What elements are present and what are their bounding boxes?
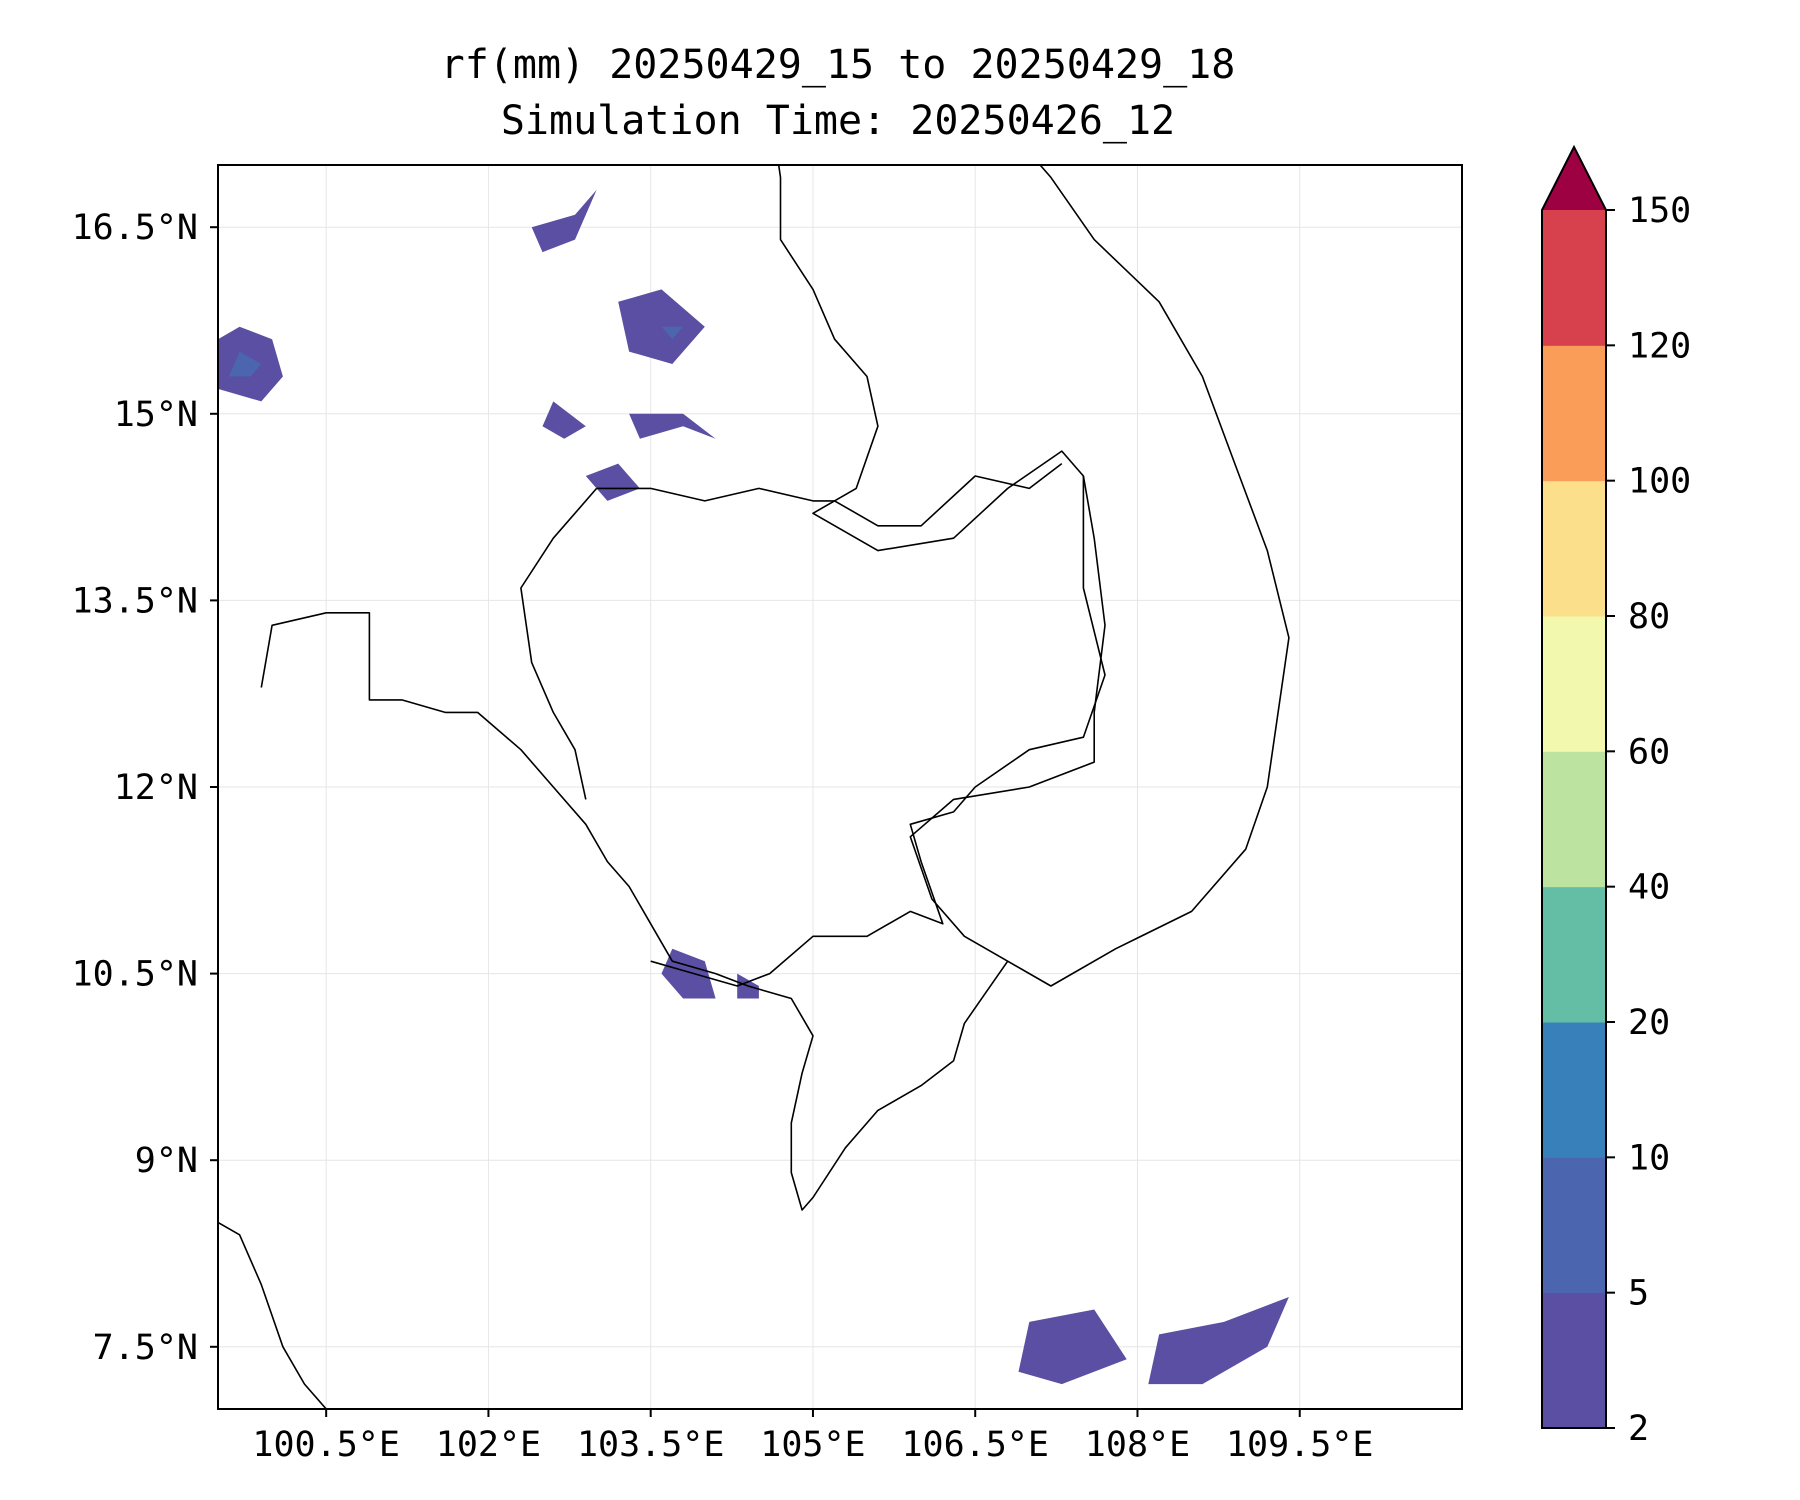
country-borders [520, 462, 1106, 987]
colorbar-label-8: 120 [1628, 326, 1691, 366]
x-tick-label-0: 100.5°E [252, 1425, 400, 1465]
colorbar-segment-5 [1542, 616, 1606, 752]
border-3 [650, 476, 1106, 987]
colorbar-segment-1 [1542, 1157, 1606, 1294]
colorbar-label-7: 100 [1628, 462, 1691, 502]
colorbar-label-5: 60 [1628, 732, 1670, 772]
colorbar-label-2: 10 [1628, 1138, 1670, 1178]
x-tick-label-5: 108°E [1085, 1425, 1190, 1465]
colorbar-label-0: 2 [1628, 1409, 1649, 1449]
x-tick-label-1: 102°E [436, 1425, 541, 1465]
colorbar-label-9: 150 [1628, 191, 1691, 231]
colorbar-segment-6 [1542, 480, 1606, 617]
title-line-1: rf(mm) 20250429_15 to 20250429_18 [441, 42, 1236, 88]
colorbar-label-1: 5 [1628, 1274, 1649, 1314]
y-tick-label-2: 13.5°N [72, 581, 198, 621]
colorbar-extend-arrow [1542, 147, 1606, 210]
x-tick-label-4: 106.5°E [901, 1425, 1049, 1465]
colorbar-segment-4 [1542, 751, 1606, 888]
rain-area-8 [1018, 1309, 1127, 1385]
y-axis-ticks: 16.5°N 15°N 13.5°N 12°N 10.5°N 9°N 7.5°N [72, 208, 218, 1368]
x-tick-label-2: 103.5°E [577, 1425, 725, 1465]
x-axis-ticks: 100.5°E 102°E 103.5°E 105°E 106.5°E 108°E 109.… [252, 1409, 1373, 1465]
border-2 [520, 487, 598, 800]
rain-area-10 [228, 351, 262, 377]
colorbar-label-3: 20 [1628, 1003, 1670, 1043]
rainfall-contours [218, 189, 1289, 1385]
rain-area-4 [629, 413, 716, 439]
coastline-2 [218, 1221, 328, 1409]
colorbar-segment-2 [1542, 1022, 1606, 1158]
y-tick-label-3: 12°N [114, 768, 198, 808]
border-1 [834, 462, 1063, 527]
colorbar-segment-3 [1542, 886, 1606, 1023]
colorbar-segment-8 [1542, 210, 1606, 346]
y-tick-label-6: 7.5°N [93, 1328, 198, 1368]
rain-area-3 [542, 401, 586, 439]
rain-area-9 [1148, 1297, 1289, 1385]
gridlines [218, 165, 1462, 1409]
x-tick-label-3: 105°E [760, 1425, 865, 1465]
y-tick-label-5: 9°N [135, 1141, 198, 1181]
y-tick-label-4: 10.5°N [72, 955, 198, 995]
coastline-0 [777, 165, 1290, 987]
colorbar-segment-0 [1542, 1292, 1606, 1429]
map-area: 100.5°E 102°E 103.5°E 105°E 106.5°E 108°E 109.… [72, 164, 1463, 1465]
colorbar-label-6: 80 [1628, 597, 1670, 637]
colorbar: 2 5 10 20 40 60 80 100 120 150 [1541, 144, 1691, 1449]
colorbar-outline [1541, 144, 1607, 1429]
rain-area-11 [661, 326, 684, 340]
y-tick-label-1: 15°N [114, 395, 198, 435]
border-0 [596, 487, 835, 502]
colorbar-segment-7 [1542, 345, 1606, 482]
colorbar-label-4: 40 [1628, 868, 1670, 908]
rain-area-1 [531, 189, 597, 253]
y-tick-label-0: 16.5°N [72, 208, 198, 248]
rain-area-5 [585, 463, 640, 501]
coastlines [218, 165, 1290, 1409]
x-tick-label-6: 109.5°E [1226, 1425, 1374, 1465]
coastline-1 [260, 611, 1009, 1211]
title-line-2: Simulation Time: 20250426_12 [501, 98, 1175, 144]
